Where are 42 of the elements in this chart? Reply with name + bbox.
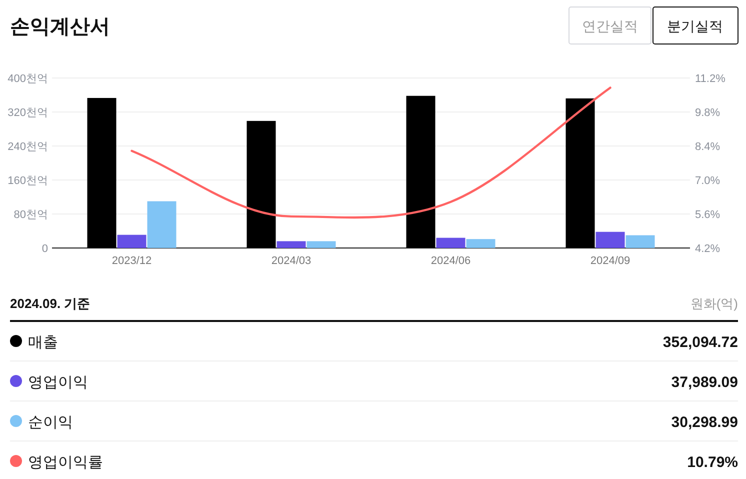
y-tick-label: 0: [42, 243, 48, 255]
bar: [626, 235, 655, 248]
chart-title: 손익계산서: [10, 16, 110, 38]
text: 원화(억): [690, 296, 738, 311]
text: 분기실적: [667, 18, 723, 34]
legend-label: 영업이익률: [28, 454, 103, 471]
bar: [306, 241, 336, 248]
bar: [276, 241, 306, 248]
y2-tick-label: 7.0%: [695, 175, 720, 187]
legend-label: 매출: [28, 334, 58, 351]
bar: [466, 239, 496, 248]
y-tick-label: 320천억: [8, 107, 48, 119]
text: 연간실적: [582, 18, 638, 34]
x-tick-label: 2024/09: [590, 255, 630, 267]
bar: [596, 232, 625, 248]
y2-tick-label: 5.6%: [695, 209, 720, 221]
text: 30,298.99: [671, 414, 738, 431]
text: 37,989.09: [671, 374, 738, 391]
legend-label: 영업이익: [28, 374, 88, 391]
bar: [87, 98, 116, 248]
y-tick-label: 240천억: [8, 141, 48, 153]
bar: [117, 234, 146, 248]
bar: [436, 238, 466, 248]
y2-tick-label: 9.8%: [695, 107, 720, 119]
bar: [566, 98, 595, 248]
legend-label: 순이익: [28, 414, 73, 431]
x-tick-label: 2024/03: [271, 255, 312, 267]
y-tick-label: 160천억: [8, 175, 48, 187]
bar: [246, 120, 276, 248]
text: 10.79%: [687, 454, 738, 471]
y2-tick-label: 8.4%: [695, 141, 720, 153]
text: 352,094.72: [662, 334, 738, 351]
text: 2024.09. 기준: [10, 296, 90, 311]
x-tick-label: 2024/06: [430, 255, 471, 267]
y-tick-label: 400천억: [8, 73, 48, 85]
y2-tick-label: 4.2%: [695, 243, 720, 255]
bar: [147, 201, 176, 248]
y-tick-label: 80천억: [14, 209, 48, 221]
line-series: [130, 86, 612, 219]
x-tick-label: 2023/12: [112, 255, 152, 267]
y2-tick-label: 11.2%: [695, 73, 726, 85]
bar: [406, 96, 436, 248]
